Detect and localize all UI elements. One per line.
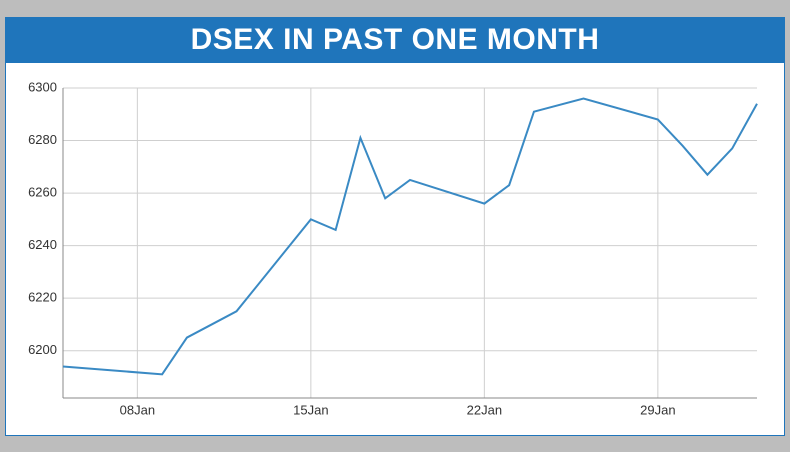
- x-tick-label: 22Jan: [467, 402, 502, 417]
- y-tick-label: 6300: [28, 79, 57, 94]
- x-tick-label: 15Jan: [293, 402, 328, 417]
- x-tick-label: 29Jan: [640, 402, 675, 417]
- y-tick-label: 6240: [28, 237, 57, 252]
- chart-title: DSEX IN PAST ONE MONTH: [5, 17, 785, 62]
- chart-panel: [5, 62, 785, 436]
- data-line: [62, 97, 758, 376]
- y-tick-label: 6200: [28, 342, 57, 357]
- x-tick-label: 08Jan: [120, 402, 155, 417]
- y-tick-label: 6220: [28, 290, 57, 305]
- y-tick-label: 6260: [28, 185, 57, 200]
- y-tick-label: 6280: [28, 132, 57, 147]
